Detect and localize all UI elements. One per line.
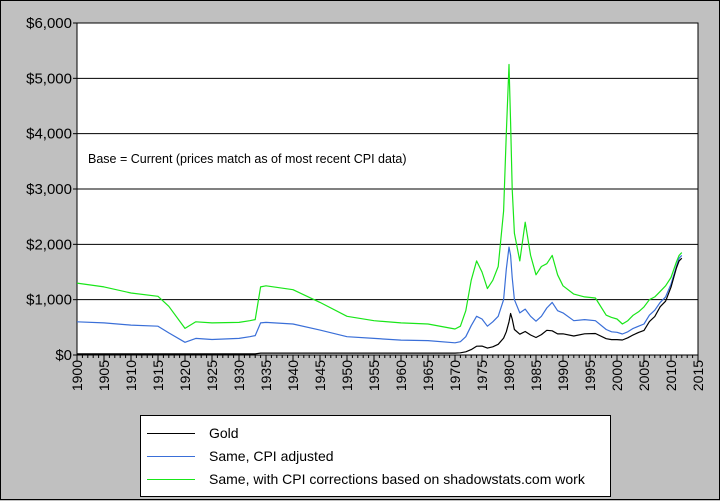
x-tick-label: 1920 xyxy=(177,360,193,391)
x-tick-label: 2000 xyxy=(609,360,625,391)
x-tick-label: 1955 xyxy=(366,360,382,391)
x-tick-label: 1970 xyxy=(447,360,463,391)
legend-item-shadowstats: Same, with CPI corrections based on shad… xyxy=(147,468,585,490)
x-tick-label: 1975 xyxy=(474,360,490,391)
x-tick-label: 1985 xyxy=(528,360,544,391)
y-tick-label: $6,000 xyxy=(26,15,72,32)
x-tick-label: 1925 xyxy=(204,360,220,391)
y-tick-label: $3,000 xyxy=(26,181,72,198)
x-tick-label: 1930 xyxy=(231,360,247,391)
legend-swatch-shadowstats xyxy=(147,478,195,480)
series-line-1 xyxy=(76,246,683,344)
y-tick-label: $1,000 xyxy=(26,292,72,309)
x-tick-label: 1945 xyxy=(312,360,328,391)
y-tick-label: $0 xyxy=(55,347,72,364)
series-line-0 xyxy=(77,257,683,355)
axes: $0 $1,000 $2,000 $3,000 $4,000 $5,000 $6,000 19… xyxy=(26,15,706,391)
y-tick-label: $5,000 xyxy=(26,70,72,87)
x-tick-label: 1940 xyxy=(285,360,301,391)
legend-item-gold: Gold xyxy=(147,422,239,444)
x-tick-label: 1950 xyxy=(339,360,355,391)
chart-annotation: Base = Current (prices match as of most … xyxy=(88,152,407,166)
x-tick-label: 2005 xyxy=(636,360,652,391)
series-group xyxy=(76,63,683,355)
legend-label-cpi-adjusted: Same, CPI adjusted xyxy=(209,448,334,464)
x-tick-label: 2015 xyxy=(690,360,706,391)
legend: Gold Same, CPI adjusted Same, with CPI c… xyxy=(140,415,611,497)
x-tick-label: 1915 xyxy=(150,360,166,391)
x-tick-label: 1990 xyxy=(555,360,571,391)
x-tick-label: 1960 xyxy=(393,360,409,391)
x-tick-label: 2010 xyxy=(663,360,679,391)
legend-swatch-cpi-adjusted xyxy=(147,455,195,457)
x-tick-label: 1980 xyxy=(501,360,517,391)
legend-label-shadowstats: Same, with CPI corrections based on shad… xyxy=(209,471,585,487)
x-tick-label: 1965 xyxy=(420,360,436,391)
legend-item-cpi-adjusted: Same, CPI adjusted xyxy=(147,445,334,467)
x-tick-label: 1905 xyxy=(96,360,112,391)
x-tick-label: 1910 xyxy=(123,360,139,391)
y-tick-label: $4,000 xyxy=(26,126,72,143)
series-line-2 xyxy=(76,63,683,330)
y-tick-label: $2,000 xyxy=(26,236,72,253)
x-tick-label: 1900 xyxy=(69,360,85,391)
x-tick-label: 1935 xyxy=(258,360,274,391)
legend-swatch-gold xyxy=(147,432,195,434)
x-tick-label: 1995 xyxy=(582,360,598,391)
gridlines xyxy=(77,77,698,301)
legend-label-gold: Gold xyxy=(209,425,239,441)
